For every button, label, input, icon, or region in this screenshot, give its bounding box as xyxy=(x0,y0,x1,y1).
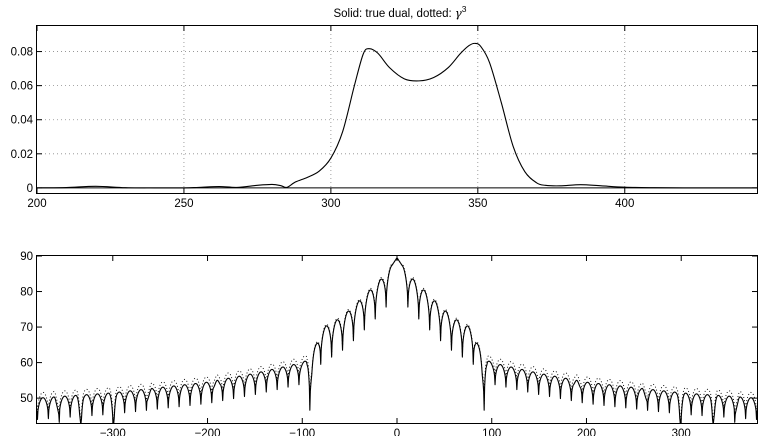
top-y-tick-label: 0 xyxy=(27,183,33,195)
top-y-tick-label: 0.06 xyxy=(11,81,33,93)
bottom-x-tick-label: −100 xyxy=(289,428,315,436)
top-y-tick-label: 0.08 xyxy=(11,47,33,59)
bottom-y-tick-label: 50 xyxy=(20,393,33,405)
title-superscript: 3 xyxy=(462,4,467,14)
top-chart: Solid: true dual, dotted: γ3 200 250 300 35… xyxy=(11,4,758,210)
top-y-tick-label: 0.04 xyxy=(11,115,34,127)
top-x-tick-label: 200 xyxy=(27,198,46,210)
bottom-x-tick-label: 300 xyxy=(672,428,691,436)
bottom-x-tick-label: −300 xyxy=(100,428,126,436)
top-x-tick-label: 350 xyxy=(468,198,487,210)
bottom-y-tick-label: 90 xyxy=(20,251,33,263)
top-chart-tick-labels: 200 250 300 350 400 0 0.02 0.04 0.06 0.08 xyxy=(11,47,635,210)
bottom-x-tick-label: −200 xyxy=(195,428,221,436)
top-chart-grid xyxy=(37,26,757,193)
top-chart-axes xyxy=(36,25,758,194)
bottom-y-tick-label: 70 xyxy=(20,322,33,334)
bottom-x-tick-label: 0 xyxy=(394,428,400,436)
bottom-chart-axes-frame xyxy=(36,255,758,424)
bottom-x-tick-label: 200 xyxy=(577,428,596,436)
top-chart-series-solid xyxy=(36,42,757,189)
top-x-tick-label: 300 xyxy=(321,198,340,210)
bottom-y-tick-label: 60 xyxy=(20,358,33,370)
top-chart-title: Solid: true dual, dotted: γ3 xyxy=(333,4,466,20)
bottom-chart: −300 −200 −100 0 100 200 300 50 60 70 80 90 xyxy=(20,251,758,436)
title-gamma-symbol: γ xyxy=(455,6,462,20)
top-x-tick-label: 400 xyxy=(615,198,634,210)
bottom-chart-tick-labels: −300 −200 −100 0 100 200 300 50 60 70 80 90 xyxy=(20,251,691,436)
top-x-tick-label: 250 xyxy=(174,198,193,210)
bottom-x-tick-label: 100 xyxy=(482,428,501,436)
top-y-tick-label: 0.02 xyxy=(11,149,33,161)
bottom-chart-axes xyxy=(36,255,758,424)
bottom-y-tick-label: 80 xyxy=(20,287,33,299)
